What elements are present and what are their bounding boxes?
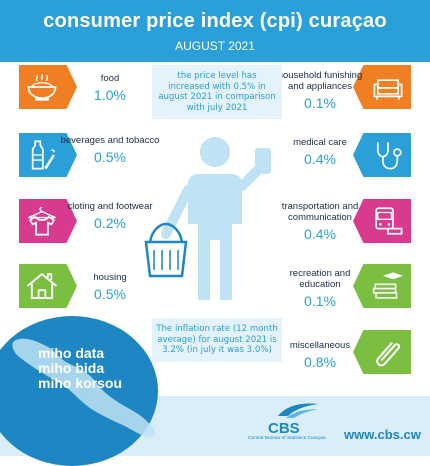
category-value: 0.4%: [304, 226, 336, 242]
slogan-line: miho data: [38, 345, 105, 361]
category-clothing: cloting and footwear 0.2%: [60, 201, 160, 231]
category-miscellaneous: miscellaneous 0.8%: [270, 340, 370, 370]
medical-tile: [353, 133, 411, 177]
shirt-hanger-icon: [28, 206, 56, 236]
category-label: beverages and tobacco: [60, 135, 160, 146]
slogan-text: miho data miho bida miho korsou: [38, 346, 122, 391]
paperclip-icon: [376, 341, 401, 367]
category-household: household funishing and appliances 0.1%: [270, 70, 370, 111]
stethoscope-icon: [376, 142, 402, 170]
cbs-logo-subtitle: Central Bureau of Statistics Curaçao: [248, 436, 326, 441]
category-medical: medical care 0.4%: [270, 137, 370, 167]
category-value: 1.0%: [94, 87, 126, 103]
category-label: food: [100, 73, 120, 84]
slogan-line: miho korsou: [38, 375, 123, 391]
category-label: cloting and footwear: [67, 201, 153, 212]
price-level-note: the price level has increased with 0.5% …: [152, 65, 282, 119]
clothing-tile: [19, 199, 77, 243]
category-housing: housing 0.5%: [60, 272, 160, 302]
category-recreation: recreation and education 0.1%: [270, 268, 370, 309]
slogan-line: miho bida: [38, 360, 105, 376]
page-subtitle: AUGUST 2021: [175, 39, 255, 53]
household-tile: [353, 65, 411, 109]
category-value: 0.1%: [304, 293, 336, 309]
books-cap-icon: [372, 272, 404, 299]
website-link[interactable]: www.cbs.cw: [344, 427, 421, 442]
miscellaneous-tile: [353, 330, 411, 374]
category-value: 0.4%: [304, 151, 336, 167]
category-beverages: beverages and tobacco 0.5%: [60, 135, 160, 165]
category-label: miscellaneous: [289, 340, 351, 351]
cbs-logo-text: CBS: [268, 420, 300, 437]
cbs-logo-icon: [278, 403, 318, 418]
house-icon: [26, 272, 58, 299]
category-value: 0.5%: [94, 286, 126, 302]
bus-car-icon: [375, 207, 403, 235]
transport-tile: [353, 199, 411, 243]
beverages-tile: [19, 133, 77, 177]
curacao-island-map: [12, 338, 156, 438]
inflation-rate-note: The inflation rate (12 month average) fo…: [152, 318, 282, 362]
category-food: food 1.0%: [60, 73, 160, 103]
food-bowl-icon: [27, 73, 57, 101]
category-value: 0.1%: [304, 95, 336, 111]
bottle-cigarette-icon: [31, 140, 55, 170]
category-transport: transportation and communication 0.4%: [270, 201, 370, 242]
recreation-tile: [353, 264, 411, 308]
page-title: consumer price index (cpi) curaçao: [43, 10, 387, 32]
category-label: household funishing and appliances: [277, 70, 363, 92]
category-value: 0.8%: [304, 354, 336, 370]
housing-tile: [19, 264, 77, 308]
category-value: 0.5%: [94, 149, 126, 165]
sofa-icon: [373, 79, 403, 100]
header-banner: consumer price index (cpi) curaçao AUGUS…: [0, 0, 430, 62]
category-label: housing: [93, 272, 127, 283]
category-value: 0.2%: [94, 215, 126, 231]
food-tile: [19, 65, 77, 109]
category-label: medical care: [293, 137, 347, 148]
category-label: recreation and education: [289, 268, 351, 290]
shopper-figure-icon: [144, 137, 271, 300]
category-label: transportation and communication: [281, 201, 359, 223]
